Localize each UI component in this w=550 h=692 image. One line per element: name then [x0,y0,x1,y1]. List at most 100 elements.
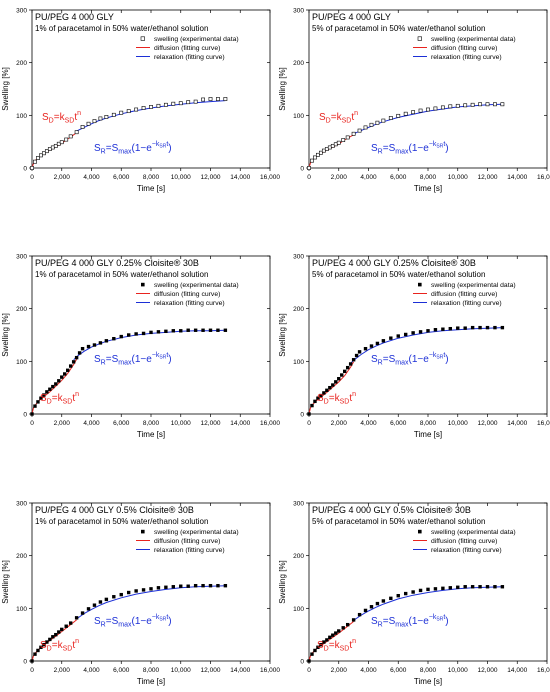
chart-subtitle: 5% of paracetamol in 50% water/ethanol s… [312,517,485,526]
y-tick-label: 0 [300,659,304,666]
x-tick-label: 10,000 [171,174,191,181]
data-point [186,328,190,332]
data-point [92,119,97,124]
data-point [201,328,205,332]
y-tick-label: 200 [293,553,304,560]
data-point [54,632,58,637]
data-point [340,373,344,377]
x-tick-label: 14,000 [230,667,250,674]
data-point [68,621,73,625]
data-point [470,325,475,330]
y-tick-label: 200 [293,306,304,313]
data-point [463,326,467,330]
data-point [44,149,49,154]
data-point [328,385,332,390]
x-tick-label: 10,000 [448,420,468,427]
x-tick-label: 6,000 [113,420,130,427]
data-point [345,365,350,370]
y-tick-label: 100 [16,113,27,120]
data-point [381,599,386,603]
x-tick-label: 4,000 [83,174,100,181]
legend-marker-experimental [418,282,422,287]
x-tick-label: 6,000 [390,420,407,427]
data-point [104,339,109,343]
data-point [39,645,43,650]
data-point [36,648,40,653]
data-point [328,635,332,639]
data-point [30,166,34,170]
data-point [448,586,453,590]
data-point [310,158,314,163]
data-point [149,105,153,109]
x-axis-label: Time [s] [414,184,442,193]
data-point [341,138,346,142]
data-point [396,334,400,338]
y-tick-label: 100 [293,359,304,366]
data-point [92,343,97,347]
x-tick-label: 8,000 [143,174,160,181]
y-tick-label: 100 [293,113,304,120]
x-tick-label: 12,000 [478,174,498,181]
x-tick-label: 2,000 [331,667,348,674]
data-point [345,135,350,140]
x-tick-label: 0 [307,174,311,181]
data-point [310,652,314,656]
chart-title: PU/PEG 4 000 GLY 0.25% Cloisite® 30B [35,258,199,268]
data-point [51,635,55,639]
data-point [336,140,341,145]
data-point [119,592,123,597]
data-point [48,637,52,642]
y-axis-label: Swelling [%] [278,560,287,604]
x-tick-label: 16,000 [260,420,280,427]
data-point [178,101,183,106]
data-point [30,659,34,663]
data-point [369,344,374,348]
legend-marker-experimental [141,529,145,534]
data-point [156,103,161,108]
x-tick-label: 12,000 [201,667,221,674]
data-point [45,640,49,644]
data-point [448,326,453,331]
x-tick-label: 0 [30,667,34,674]
data-point [74,355,79,360]
data-point [119,110,124,115]
data-point [403,591,408,596]
chart-panel-1: PU/PEG 4 000 GLY 1% of paracetamol in 50%… [1,8,280,194]
data-point [112,595,116,599]
plot-frame [308,255,548,415]
x-tick-label: 10,000 [448,174,468,181]
x-tick-label: 16,000 [537,174,550,181]
data-point [71,360,76,364]
data-point [66,368,70,372]
data-point [208,328,213,332]
data-point [134,332,138,336]
x-tick-label: 14,000 [507,667,527,674]
x-tick-label: 4,000 [83,420,100,427]
legend-label: diffusion (fitting curve) [431,538,497,545]
x-tick-label: 14,000 [507,174,527,181]
legend-label: relaxation (fitting curve) [154,54,225,61]
x-axis-label: Time [s] [414,677,442,686]
x-tick-label: 6,000 [390,667,407,674]
y-tick-label: 200 [16,60,27,67]
data-point [375,341,380,346]
data-point [318,150,323,155]
data-point [74,616,79,620]
data-point [45,390,49,394]
data-point [307,659,311,663]
data-point [389,336,393,340]
legend-label: swelling (experimental data) [431,282,516,289]
legend-label: relaxation (fitting curve) [431,547,502,554]
x-tick-label: 10,000 [448,667,468,674]
data-point [325,388,329,392]
diffusion-equation: SD=kSDtn [317,638,356,653]
data-point [86,607,91,611]
data-point [201,97,205,102]
data-point [470,102,475,107]
data-point [351,618,356,622]
y-tick-label: 300 [16,254,27,261]
data-point [463,103,468,108]
data-point [411,110,416,115]
data-point [319,393,323,398]
data-point [470,585,475,589]
